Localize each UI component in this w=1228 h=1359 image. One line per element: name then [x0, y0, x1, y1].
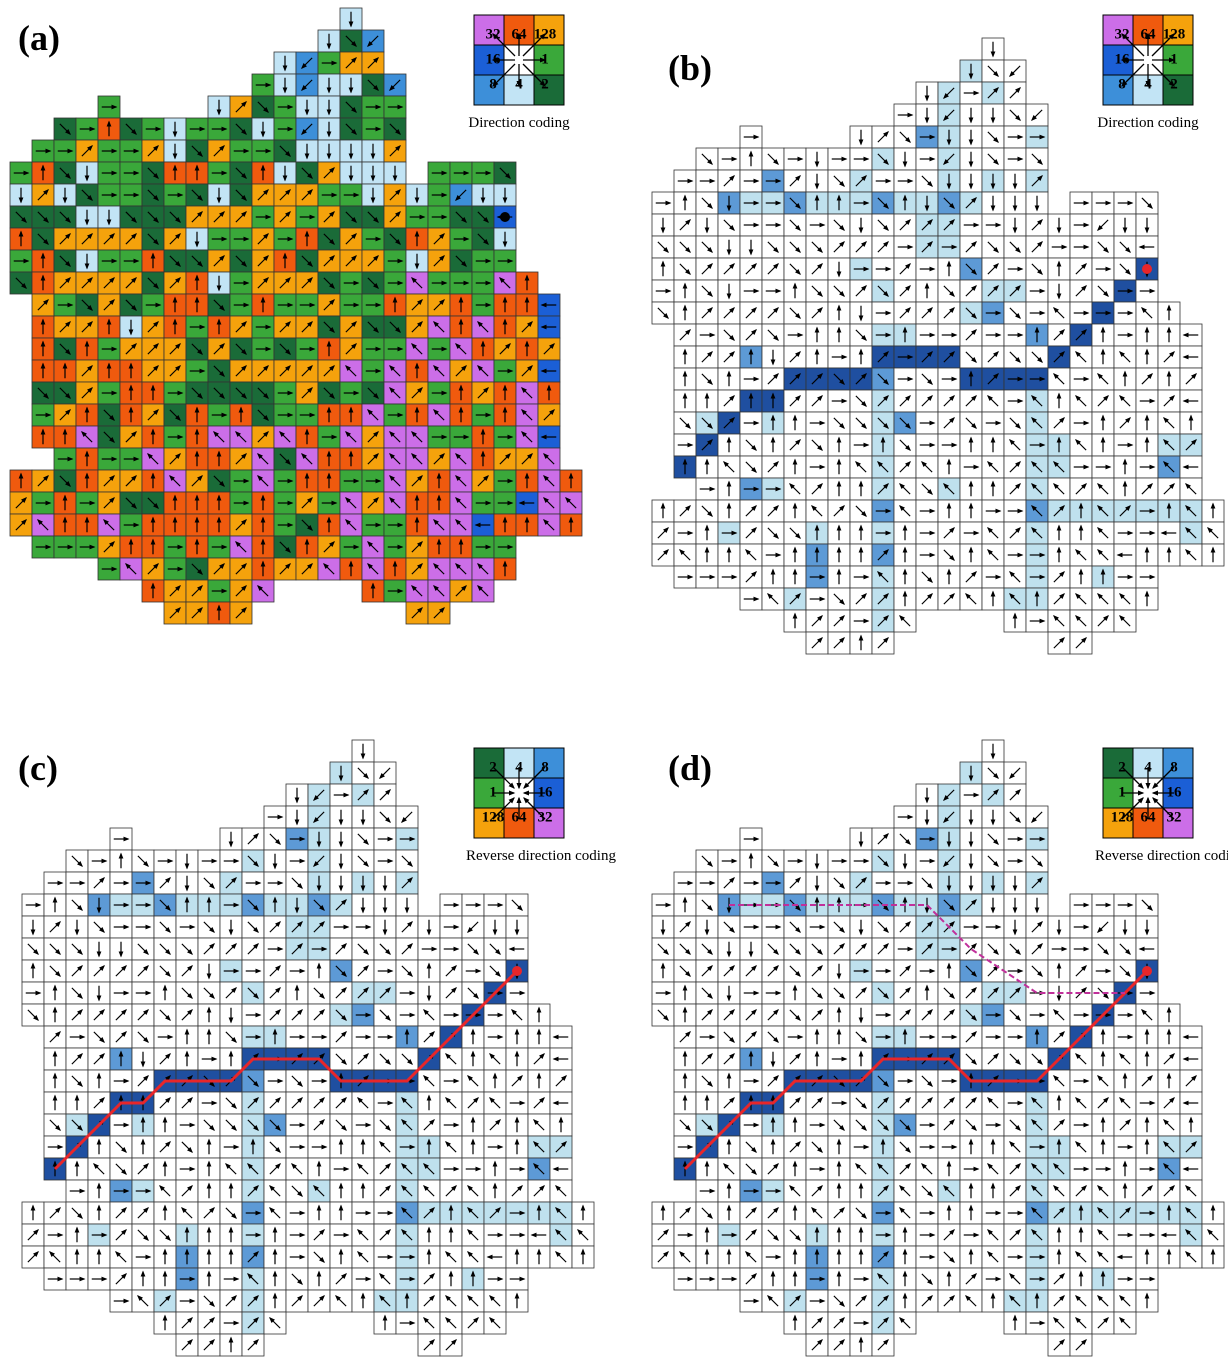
- legend-code: 64: [512, 809, 528, 825]
- legend-code: 64: [1141, 809, 1157, 825]
- legend-code: 32: [1115, 26, 1130, 42]
- legend-code: 32: [538, 809, 553, 825]
- figure: (a)3264128161842Direction coding(b)32641…: [0, 0, 1228, 1359]
- legend-code: 16: [1167, 784, 1183, 800]
- legend-code: 1: [489, 784, 497, 800]
- legend-code: 4: [515, 76, 523, 92]
- legend-title: Reverse direction coding: [1095, 848, 1228, 864]
- legend-code: 32: [486, 26, 501, 42]
- legend-code: 2: [541, 76, 549, 92]
- legend-code: 32: [1167, 809, 1182, 825]
- legend-title: Reverse direction coding: [466, 848, 616, 864]
- legend-code: 128: [1163, 26, 1186, 42]
- panel-label: (a): [18, 18, 60, 58]
- legend-code: 2: [1170, 76, 1178, 92]
- panel-label: (d): [668, 748, 712, 788]
- panel-label: (c): [18, 748, 58, 788]
- legend-code: 16: [1115, 51, 1131, 67]
- legend-code: 128: [534, 26, 557, 42]
- legend-code: 4: [1144, 76, 1152, 92]
- panel: (d) 2 4 8 1 16 128 64 32 Reverse direction coding: [652, 740, 1228, 1356]
- legend-code: 64: [1141, 26, 1157, 42]
- outlet: [1142, 966, 1152, 976]
- legend-code: 128: [482, 809, 505, 825]
- legend-code: 8: [1170, 759, 1178, 775]
- legend-code: 16: [538, 784, 554, 800]
- panel: (a) 32 64 128 16 1 8 4 2 Direction coding: [10, 8, 582, 624]
- legend-code: 8: [489, 76, 497, 92]
- legend-code: 64: [512, 26, 528, 42]
- legend-code: 16: [486, 51, 502, 67]
- panel-label: (b): [668, 48, 712, 88]
- outlet: [500, 212, 510, 222]
- legend-code: 128: [1111, 809, 1134, 825]
- legend-code: 1: [1118, 784, 1126, 800]
- outlet: [512, 966, 522, 976]
- legend-code: 2: [1118, 759, 1126, 775]
- legend-code: 8: [541, 759, 549, 775]
- legend-code: 2: [489, 759, 497, 775]
- legend-code: 4: [1144, 759, 1152, 775]
- legend-code: 1: [541, 51, 549, 67]
- legend-code: 1: [1170, 51, 1178, 67]
- legend-title: Direction coding: [1097, 115, 1199, 131]
- outlet: [1142, 264, 1152, 274]
- panel: (c) 2 4 8 1 16 128 64 32 Reverse direction coding: [18, 740, 616, 1356]
- legend-code: 4: [515, 759, 523, 775]
- panel: (b) 32 64 128 16 1 8 4 2 Direction coding: [652, 15, 1224, 654]
- legend-code: 8: [1118, 76, 1126, 92]
- legend-title: Direction coding: [468, 115, 570, 131]
